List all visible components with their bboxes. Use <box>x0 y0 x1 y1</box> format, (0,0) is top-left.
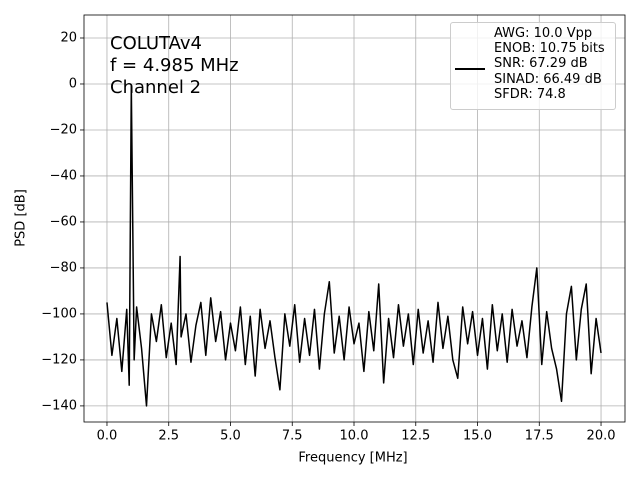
y-tick-label: −60 <box>50 214 77 229</box>
y-tick-label: −100 <box>41 306 77 321</box>
legend-label: AWG: 10.0 Vpp ENOB: 10.75 bits SNR: 67.2… <box>494 26 605 102</box>
x-tick-label: 17.5 <box>525 429 554 444</box>
y-tick-label: −40 <box>50 168 77 183</box>
data-line <box>106 85 602 407</box>
axes-frame <box>83 14 626 423</box>
x-tick-label: 5.0 <box>220 429 241 444</box>
y-axis-label: PSD [dB] <box>14 189 29 247</box>
y-tick-label: 0 <box>69 76 77 91</box>
legend-swatch <box>455 68 485 70</box>
annotation: COLUTAv4 <box>110 33 202 54</box>
y-tick-label: −140 <box>41 398 77 413</box>
x-tick-label: 0.0 <box>97 429 118 444</box>
annotation: f = 4.985 MHz <box>110 55 239 76</box>
y-tick-label: 20 <box>60 30 77 45</box>
y-tick-label: −120 <box>41 352 77 367</box>
x-tick-label: 7.5 <box>282 429 303 444</box>
x-tick-label: 2.5 <box>158 429 179 444</box>
x-tick-label: 10.0 <box>340 429 369 444</box>
annotation: Channel 2 <box>110 77 201 98</box>
x-tick-label: 12.5 <box>401 429 430 444</box>
legend: AWG: 10.0 Vpp ENOB: 10.75 bits SNR: 67.2… <box>450 22 616 110</box>
x-tick-label: 20.0 <box>587 429 616 444</box>
y-tick-label: −80 <box>50 260 77 275</box>
x-tick-label: 15.0 <box>463 429 492 444</box>
x-axis-label: Frequency [MHz] <box>298 451 407 466</box>
y-tick-label: −20 <box>50 122 77 137</box>
